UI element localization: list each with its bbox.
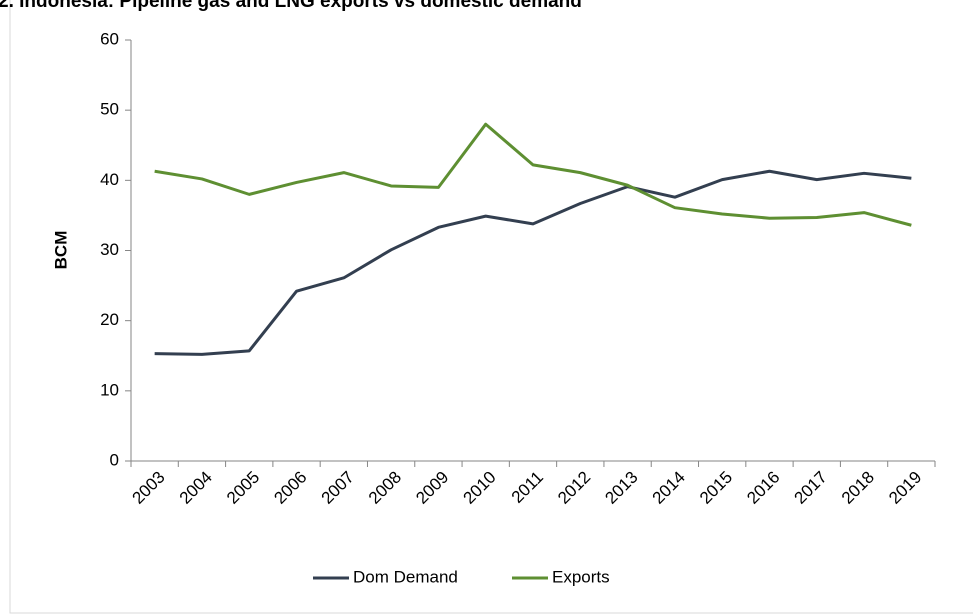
y-tick-label: 0 (110, 450, 119, 469)
y-tick-label: 30 (100, 240, 119, 259)
x-tick-label: 2007 (318, 468, 358, 508)
y-tick-label: 10 (100, 380, 119, 399)
legend-label: Dom Demand (353, 567, 458, 586)
y-axis-label: BCM (51, 231, 70, 270)
data-line (154, 169, 912, 356)
x-tick-label: 2004 (176, 468, 216, 508)
y-tick-label: 50 (100, 100, 119, 119)
y-tick-label: 40 (100, 170, 119, 189)
x-tick-label: 2012 (554, 468, 594, 508)
data-line (154, 122, 912, 227)
x-tick-label: 2010 (460, 468, 500, 508)
legend-label: Exports (552, 567, 610, 586)
chart-title: 2. Indonesia: Pipeline gas and LNG expor… (0, 0, 582, 12)
x-tick-label: 2008 (365, 468, 405, 508)
chart-frame (9, 0, 973, 614)
x-tick-label: 2015 (696, 468, 736, 508)
x-tick-label: 2016 (743, 468, 783, 508)
y-tick-label: 20 (100, 310, 119, 329)
x-tick-label: 2005 (223, 468, 263, 508)
x-tick-label: 2011 (508, 468, 547, 507)
x-tick-label: 2019 (885, 468, 925, 508)
x-tick-label: 2003 (128, 468, 168, 508)
x-tick-label: 2014 (649, 468, 689, 508)
x-tick-label: 2018 (838, 468, 878, 508)
x-tick-label: 2006 (270, 468, 310, 508)
x-tick-label: 2013 (601, 468, 641, 508)
y-tick-label: 60 (100, 29, 119, 48)
x-tick-label: 2017 (791, 468, 831, 508)
x-tick-label: 2009 (412, 468, 452, 508)
